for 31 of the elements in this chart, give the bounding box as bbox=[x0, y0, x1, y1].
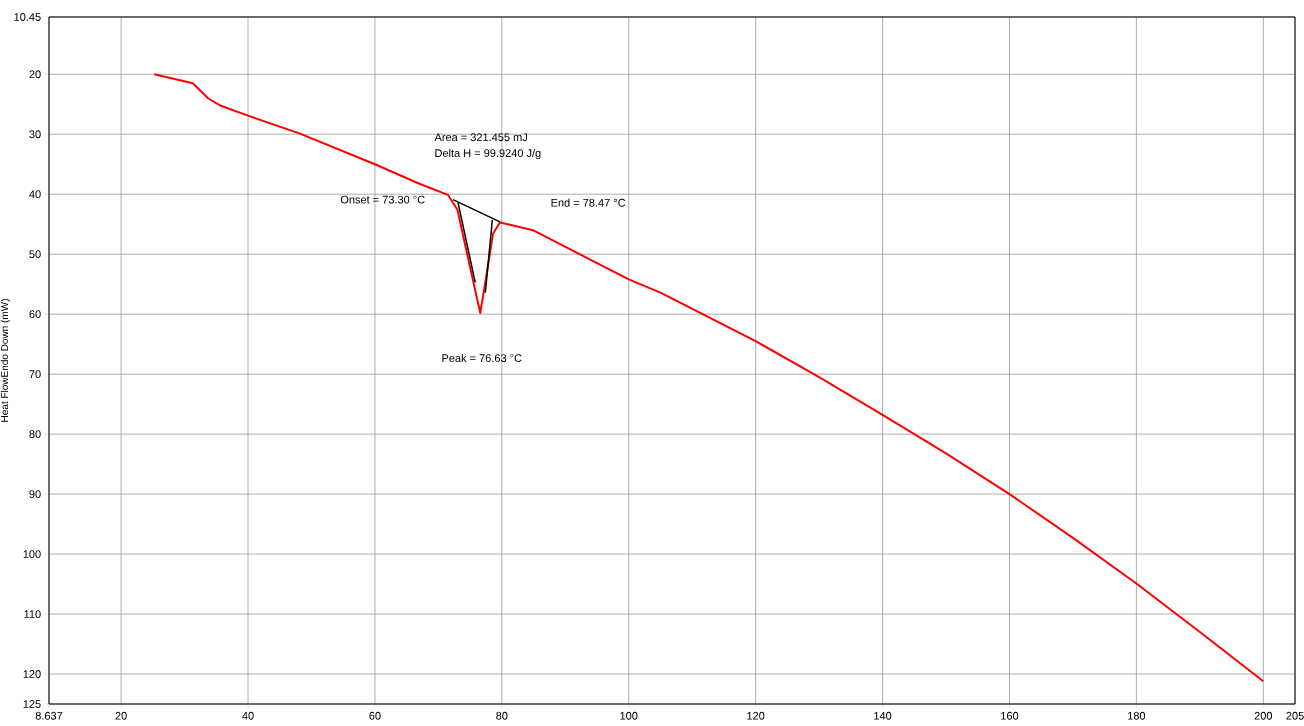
annotation: Delta H = 99.9240 J/g bbox=[435, 148, 541, 160]
x-tick-label: 140 bbox=[874, 711, 892, 720]
x-tick-label: 120 bbox=[747, 711, 765, 720]
y-tick-label: 100 bbox=[23, 550, 41, 558]
x-tick-label: 8.637 bbox=[35, 711, 63, 720]
y-tick-label: 30 bbox=[29, 130, 41, 139]
x-tick-label: 80 bbox=[496, 711, 508, 720]
y-tick-label: 50 bbox=[29, 250, 41, 259]
y-tick-label: 10.45 bbox=[14, 13, 41, 21]
annotation: End = 78.47 °C bbox=[551, 198, 626, 207]
annotation: Area = 321.455 mJ bbox=[434, 133, 527, 142]
annotation: Peak = 76.63 °C bbox=[442, 353, 522, 362]
y-tick-label: 40 bbox=[29, 190, 41, 199]
y-tick-label: 60 bbox=[29, 310, 41, 319]
y-tick-label: 90 bbox=[29, 490, 41, 498]
x-tick-label: 40 bbox=[242, 711, 254, 720]
annotation: Onset = 73.30 °C bbox=[340, 195, 425, 204]
y-tick-label: 20 bbox=[29, 70, 41, 79]
x-tick-label: 200 bbox=[1254, 711, 1273, 720]
x-tick-label: 100 bbox=[620, 711, 638, 720]
x-tick-label: 60 bbox=[369, 711, 381, 720]
y-tick-label: 110 bbox=[24, 610, 41, 618]
y-tick-label: 80 bbox=[29, 430, 41, 439]
y-tick-label: 120 bbox=[23, 670, 41, 678]
x-tick-label: 205 bbox=[1286, 711, 1304, 720]
x-tick-label: 20 bbox=[115, 711, 127, 720]
y-tick-label: 70 bbox=[29, 370, 41, 379]
y-tick-label: 125 bbox=[23, 700, 41, 708]
y-axis-title: Heat FlowEndo Down (mW) bbox=[0, 299, 11, 422]
x-tick-label: 180 bbox=[1128, 711, 1146, 720]
x-tick-label: 160 bbox=[1001, 711, 1019, 720]
